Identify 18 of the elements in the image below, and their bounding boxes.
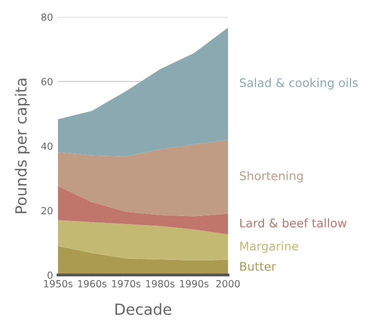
series-label: Shortening [240, 171, 303, 183]
series-label: Salad & cooking oils [240, 78, 358, 90]
x-tick-label: 2000 [216, 280, 240, 288]
y-tick-label: 80 [41, 13, 52, 21]
x-axis-title: Decade [115, 303, 172, 315]
x-tick-label: 1980s [146, 280, 174, 288]
y-tick-label: 20 [41, 206, 52, 214]
y-tick-label: 40 [41, 142, 52, 150]
y-tick-label: 60 [41, 78, 52, 86]
y-tick-label: 0 [48, 271, 52, 279]
x-tick-label: 1990s [180, 280, 208, 288]
y-axis-title: Pounds per capita [14, 78, 30, 214]
series-label: Lard & beef tallow [240, 218, 347, 228]
x-tick-label: 1960s [78, 280, 106, 288]
series-label: Margarine [240, 241, 298, 253]
x-tick-label: 1950s [44, 280, 72, 288]
x-tick-label: 1970s [112, 280, 140, 288]
series-label: Butter [240, 262, 276, 271]
